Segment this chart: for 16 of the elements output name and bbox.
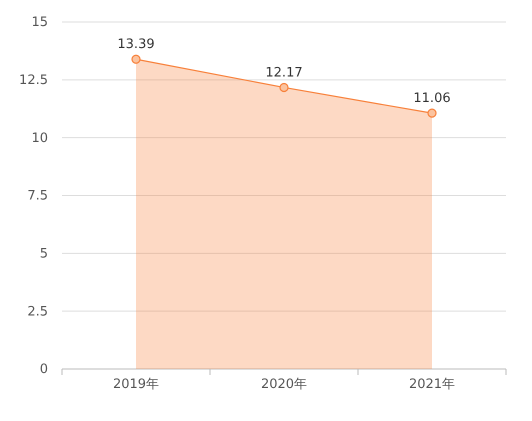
y-tick-label: 7.5 <box>27 188 48 204</box>
x-tick-label: 2020年 <box>260 377 308 392</box>
data-label: 13.39 <box>117 37 155 52</box>
y-tick-label: 2.5 <box>27 304 48 320</box>
data-label: 12.17 <box>265 65 303 80</box>
x-tick-label: 2021年 <box>408 377 456 392</box>
y-tick-label: 10 <box>31 130 48 146</box>
y-tick-label: 0 <box>40 362 48 378</box>
y-tick-label: 15 <box>31 15 48 30</box>
x-tick-label: 2019年 <box>112 377 160 392</box>
point <box>279 82 289 92</box>
data-label: 11.06 <box>413 91 451 106</box>
y-tick-label: 12.5 <box>19 72 48 88</box>
point <box>427 108 437 118</box>
point <box>131 54 141 64</box>
y-tick-label: 5 <box>40 246 48 262</box>
